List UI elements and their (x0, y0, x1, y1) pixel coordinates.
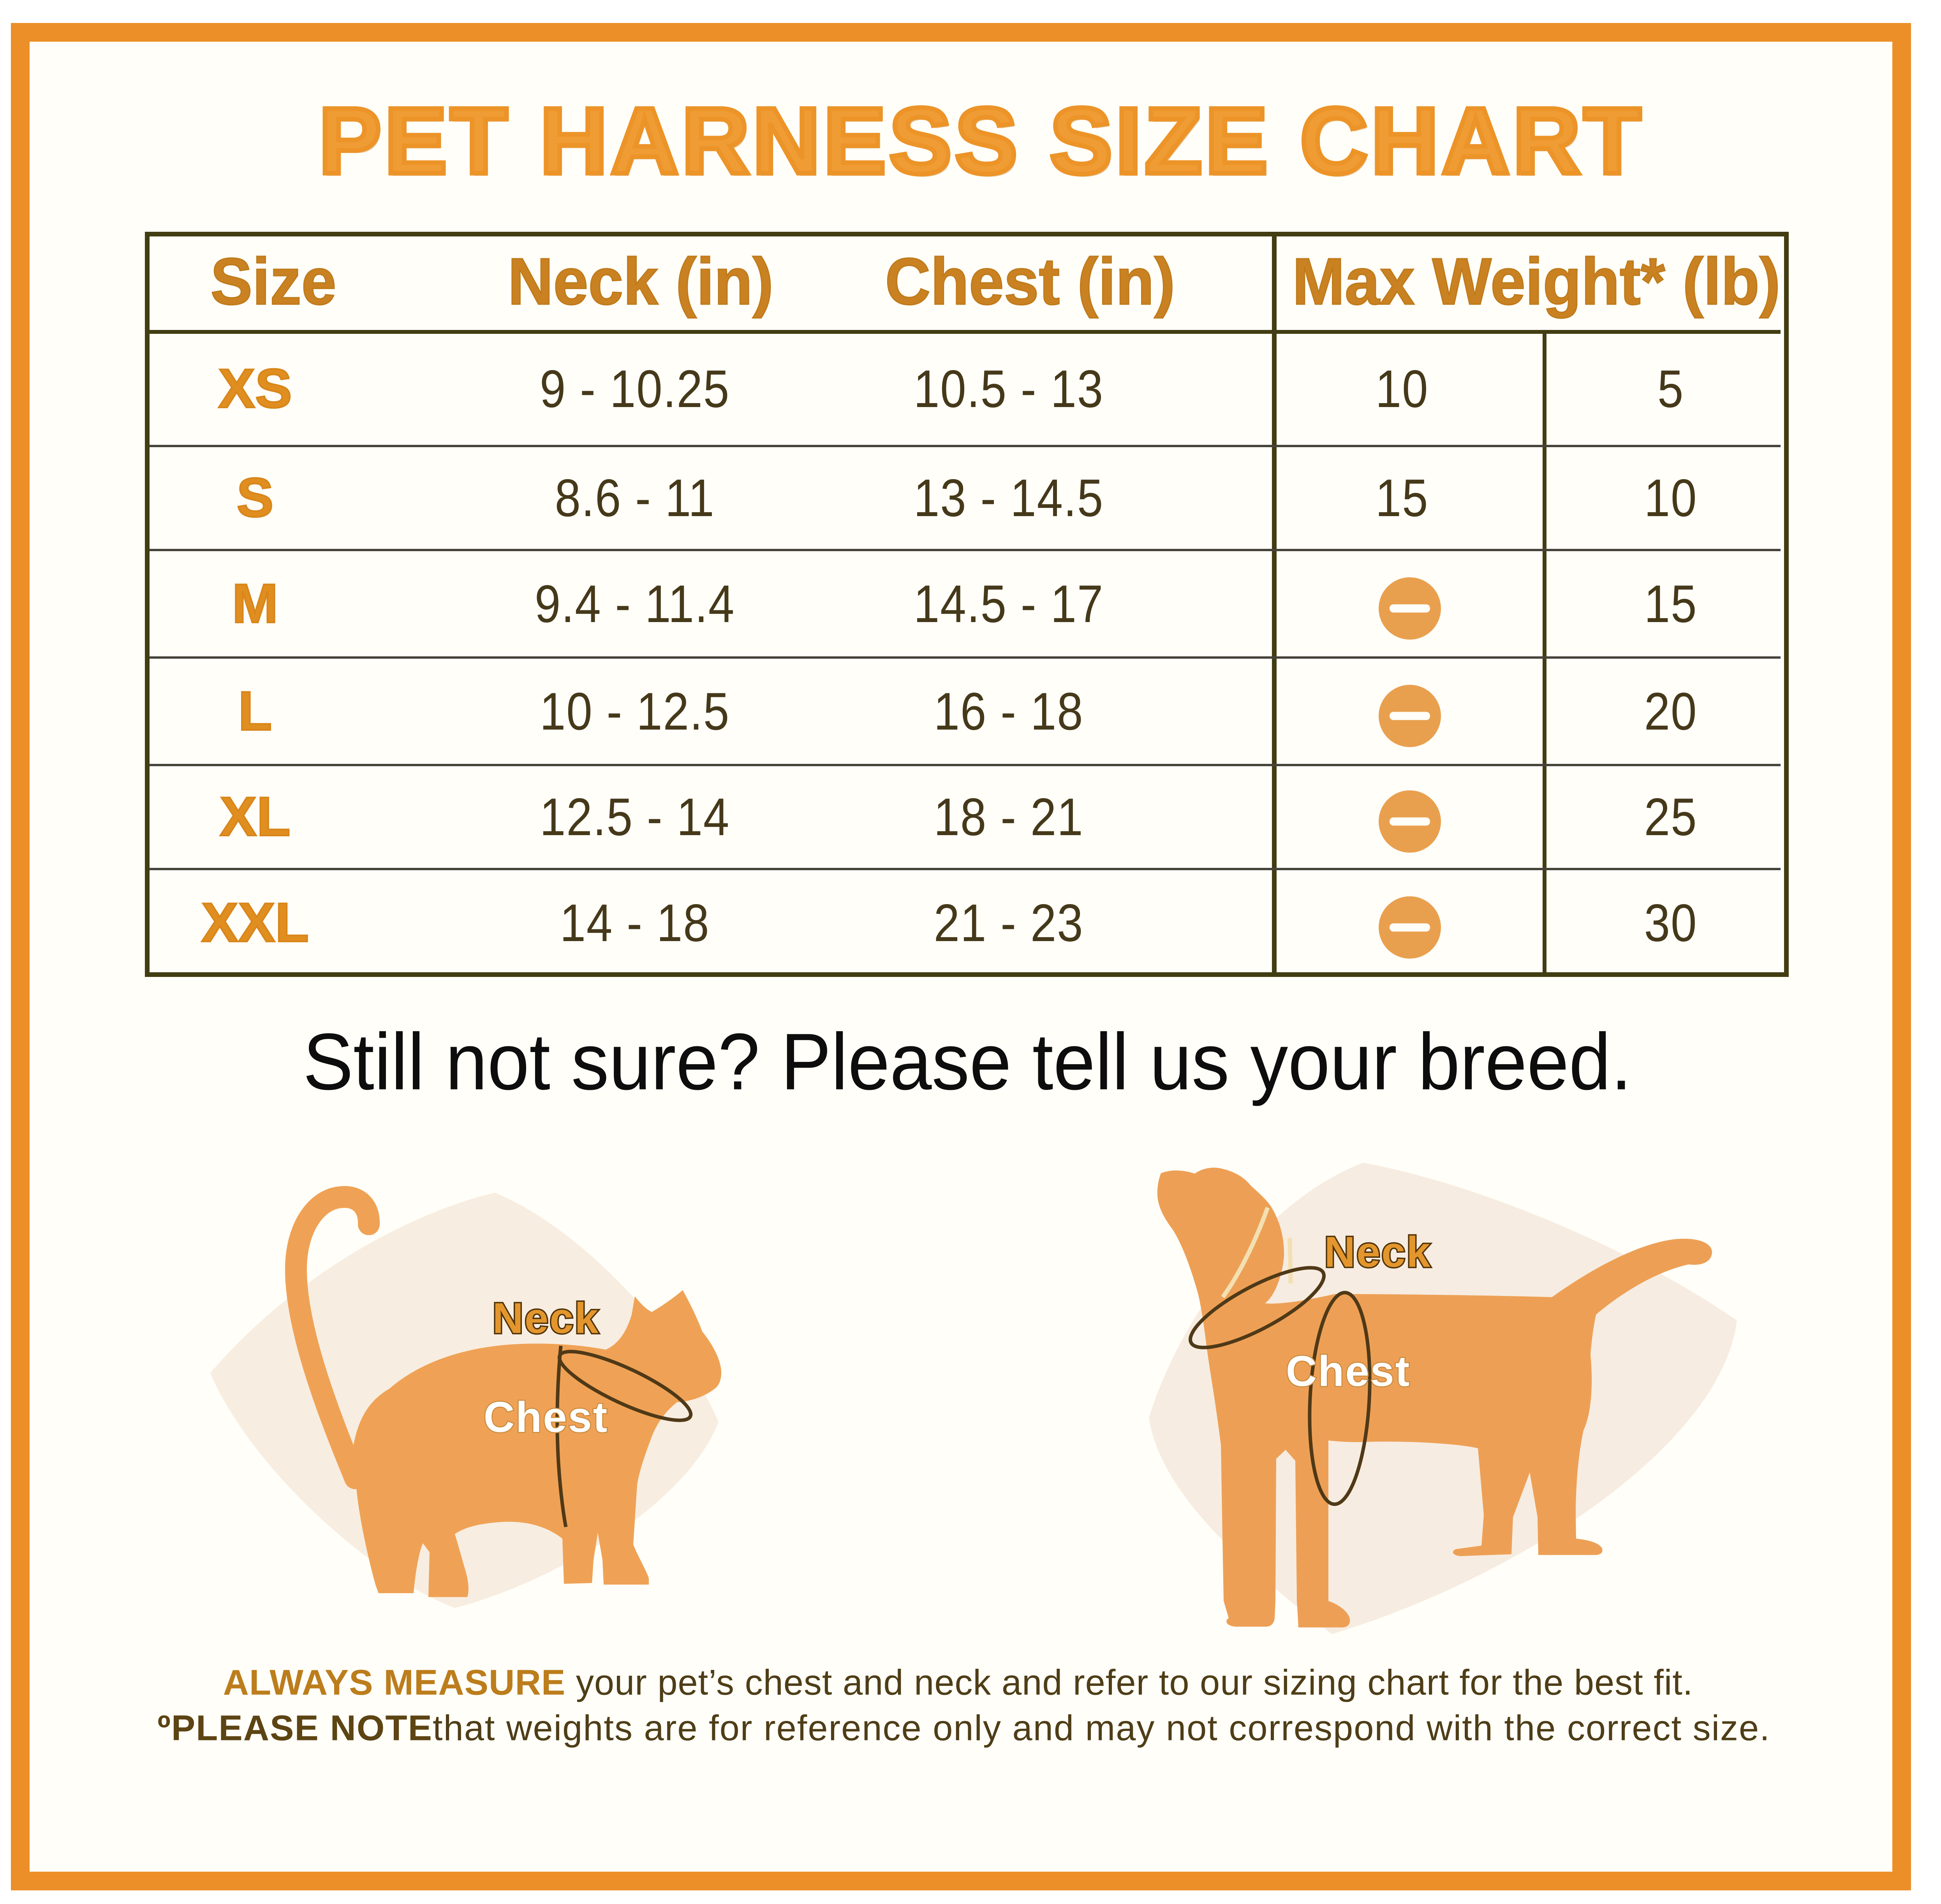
svg-text:Neck: Neck (493, 1294, 600, 1342)
svg-text:Chest: Chest (484, 1393, 609, 1441)
svg-text:Neck: Neck (1325, 1228, 1432, 1276)
svg-text:Chest: Chest (1286, 1347, 1411, 1395)
